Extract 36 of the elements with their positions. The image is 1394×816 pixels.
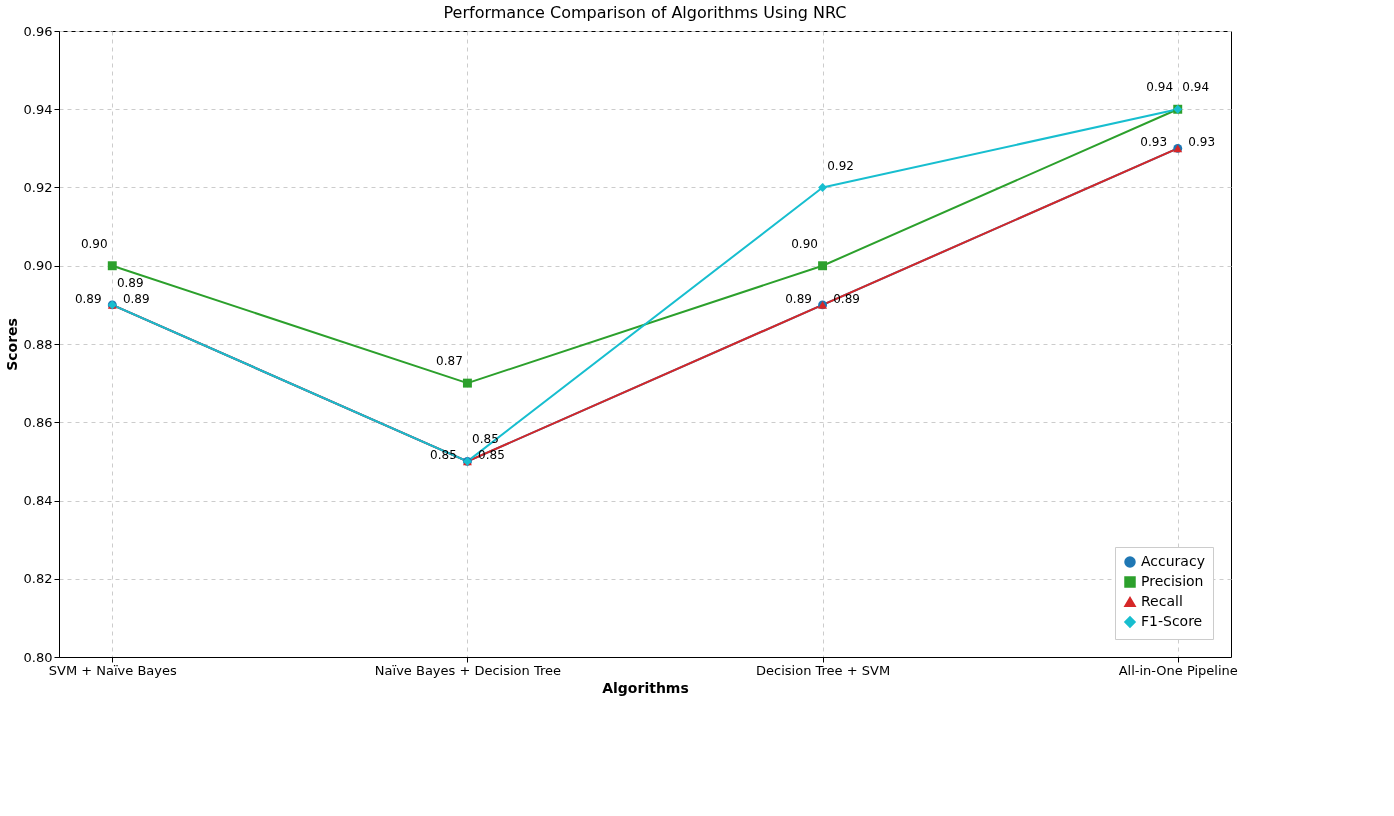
data-label: 0.85 bbox=[472, 432, 499, 447]
data-label: 0.89 bbox=[785, 291, 812, 306]
x-tick-label: Naïve Bayes + Decision Tree bbox=[374, 662, 562, 678]
y-axis-title: Scores bbox=[3, 318, 20, 371]
y-tick-label: 0.80 bbox=[23, 649, 53, 665]
data-label: 0.90 bbox=[791, 236, 818, 251]
legend-label: Precision bbox=[1141, 573, 1204, 589]
data-label: 0.89 bbox=[833, 291, 860, 306]
data-label: 0.94 bbox=[1182, 80, 1210, 95]
x-axis-title: Algorithms bbox=[602, 679, 689, 696]
y-tick-label: 0.82 bbox=[23, 571, 53, 587]
y-tick-label: 0.86 bbox=[23, 414, 53, 430]
data-label: 0.89 bbox=[122, 291, 150, 306]
data-label: 0.94 bbox=[1146, 80, 1174, 95]
y-tick-label: 0.84 bbox=[23, 493, 53, 508]
data-label: 0.87 bbox=[436, 354, 463, 369]
data-label: 0.93 bbox=[1140, 135, 1168, 150]
y-tick-label: 0.96 bbox=[23, 23, 53, 39]
y-tick-label: 0.90 bbox=[23, 258, 53, 274]
y-tick-label: 0.94 bbox=[23, 101, 53, 117]
data-label: 0.85 bbox=[478, 448, 505, 463]
x-tick-label: SVM + Naïve Bayes bbox=[48, 662, 177, 678]
y-tick-label: 0.92 bbox=[23, 180, 53, 195]
legend-label: Accuracy bbox=[1141, 553, 1205, 569]
data-label: 0.85 bbox=[430, 448, 457, 463]
data-label: 0.92 bbox=[827, 158, 854, 173]
x-tick-label: Decision Tree + SVM bbox=[756, 662, 891, 678]
legend-label: Recall bbox=[1141, 593, 1183, 609]
data-label: 0.89 bbox=[116, 275, 144, 290]
y-tick-label: 0.88 bbox=[23, 336, 53, 352]
data-label: 0.90 bbox=[80, 236, 108, 251]
legend-label: F1-Score bbox=[1141, 613, 1203, 629]
data-label: 0.89 bbox=[74, 291, 102, 306]
x-tick-label: All-in-One Pipeline bbox=[1118, 662, 1238, 678]
data-label: 0.93 bbox=[1188, 135, 1216, 150]
chart-title: Performance Comparison of Algorithms Using NRC bbox=[443, 3, 847, 22]
